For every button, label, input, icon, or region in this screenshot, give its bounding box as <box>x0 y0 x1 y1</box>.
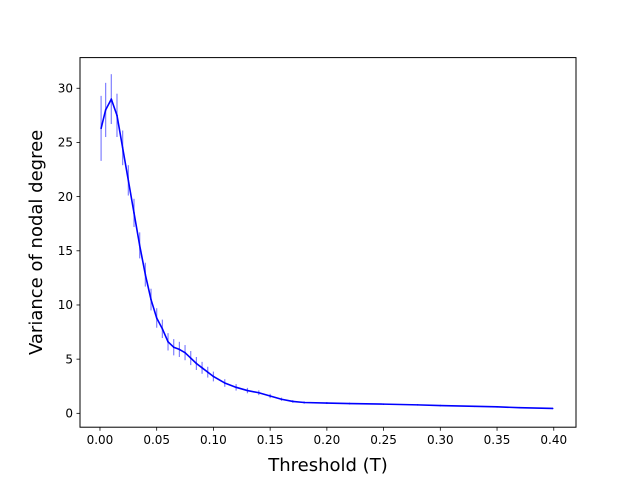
data-point <box>201 367 203 369</box>
data-point <box>292 400 294 403</box>
data-point <box>439 404 442 407</box>
y-tick-label: 0 <box>65 407 73 421</box>
data-point <box>161 328 164 330</box>
y-axis: 0 5 10 15 20 25 30 <box>58 81 80 421</box>
data-point <box>150 298 152 301</box>
x-tick-label: 0.05 <box>143 433 170 447</box>
y-tick-label: 15 <box>58 244 73 258</box>
data-point <box>348 402 351 405</box>
y-tick-label: 20 <box>58 190 73 204</box>
data-point <box>416 404 419 406</box>
data-point <box>223 382 226 384</box>
x-tick-label: 0.30 <box>427 433 454 447</box>
data-point <box>518 406 521 409</box>
data-point <box>206 371 209 373</box>
data-point <box>189 357 192 359</box>
series-line <box>100 98 553 410</box>
x-tick-label: 0.35 <box>484 433 511 447</box>
x-tick-label: 0.00 <box>87 433 114 447</box>
data-point <box>110 98 113 100</box>
data-point <box>133 212 135 214</box>
data-point <box>269 395 271 397</box>
x-tick-label: 0.25 <box>370 433 397 447</box>
x-axis: 0.00 0.05 0.10 0.15 0.20 0.25 0.30 0.35 0.40 <box>87 427 567 447</box>
data-point <box>303 401 305 404</box>
plot-frame <box>79 57 577 428</box>
data-point <box>184 351 186 354</box>
data-point <box>246 389 249 392</box>
data-point <box>551 407 554 410</box>
data-point <box>195 362 198 365</box>
data-point <box>100 127 102 130</box>
x-axis-title: Threshold (T) <box>267 455 387 476</box>
error-bars <box>100 74 554 409</box>
data-point <box>382 403 385 405</box>
y-axis-title: Variance of nodal degree <box>26 130 47 355</box>
data-point <box>172 346 175 349</box>
data-point <box>121 147 124 149</box>
x-tick-label: 0.15 <box>257 433 284 447</box>
data-point <box>280 398 283 401</box>
data-point <box>212 375 215 378</box>
x-tick-label: 0.10 <box>200 433 227 447</box>
series-lines <box>100 98 554 410</box>
data-point <box>104 109 107 111</box>
data-point <box>138 244 141 247</box>
data-point <box>496 406 498 408</box>
data-point <box>116 114 118 117</box>
x-tick-label: 0.20 <box>314 433 341 447</box>
y-tick-label: 5 <box>65 352 73 366</box>
data-point <box>127 179 130 182</box>
data-point <box>257 391 260 394</box>
y-tick-label: 25 <box>58 136 73 150</box>
data-point <box>178 348 181 351</box>
data-point <box>144 273 147 276</box>
data-point <box>326 402 328 404</box>
data-point <box>155 317 158 319</box>
x-tick-label: 0.40 <box>540 433 567 447</box>
data-point <box>235 386 237 389</box>
data-point <box>167 341 169 343</box>
y-tick-label: 10 <box>58 298 73 312</box>
y-tick-label: 30 <box>58 81 73 95</box>
data-point <box>473 405 476 408</box>
